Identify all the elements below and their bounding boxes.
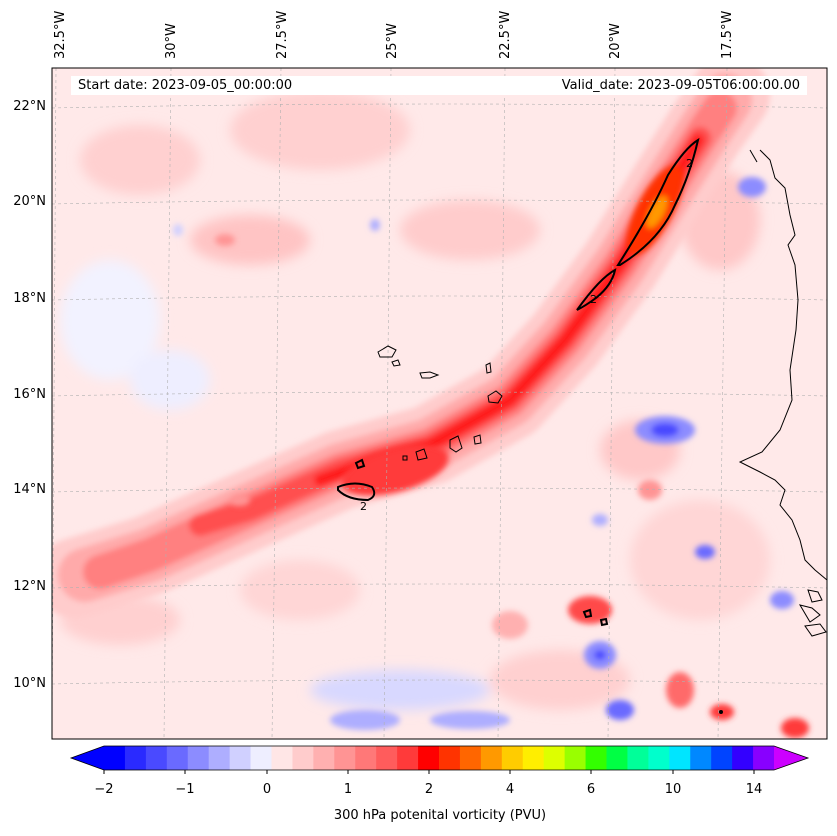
graticule	[52, 68, 827, 739]
coastline	[738, 149, 827, 581]
colorbar-swatch	[522, 746, 545, 770]
colorbar	[69, 745, 810, 774]
colorbar-tick: −1	[175, 782, 195, 797]
colorbar-tick: 6	[586, 782, 596, 797]
colorbar-tick: 0	[262, 782, 272, 797]
colorbar-swatch	[292, 746, 314, 770]
start-date: Start date: 2023-09-05_00:00:00	[78, 78, 293, 93]
colorbar-swatch	[376, 746, 398, 770]
colorbar-swatch	[606, 746, 629, 770]
colorbar-swatch	[459, 746, 482, 770]
lat-label: 10°N	[13, 676, 46, 691]
cape-verde-islands	[377, 345, 503, 461]
colorbar-swatch	[711, 746, 733, 770]
colorbar-swatch	[187, 746, 210, 770]
map-frame	[51, 67, 828, 740]
lon-label: 25°W	[385, 23, 400, 59]
colorbar-swatch	[397, 746, 419, 770]
lat-label: 14°N	[13, 482, 46, 497]
colorbar-swatch	[564, 746, 587, 770]
colorbar-tick: 2	[424, 782, 434, 797]
colorbar-swatch	[313, 746, 335, 770]
colorbar-extend-min	[71, 746, 104, 770]
colorbar-swatch	[418, 746, 440, 770]
colorbar-extend-max	[774, 746, 808, 770]
contour-label: 2	[686, 157, 693, 170]
lon-label: 20°W	[608, 23, 623, 59]
colorbar-label: 300 hPa potenital vorticity (PVU)	[333, 808, 547, 823]
colorbar-swatch	[229, 746, 252, 770]
colorbar-swatch	[104, 746, 126, 770]
date-info-box: Start date: 2023-09-05_00:00:00 Valid_da…	[71, 76, 807, 95]
lon-label: 17.5°W	[720, 10, 735, 59]
colorbar-swatch	[543, 746, 566, 770]
colorbar-swatch	[480, 746, 503, 770]
colorbar-swatch	[439, 746, 461, 770]
colorbar-swatch	[166, 746, 189, 770]
lat-label: 18°N	[13, 291, 46, 306]
lat-label: 16°N	[13, 387, 46, 402]
colorbar-swatch	[627, 746, 649, 770]
lon-label: 22.5°W	[498, 10, 513, 59]
contour-label: 2	[360, 500, 367, 513]
colorbar-swatch	[690, 746, 712, 770]
pv-field	[52, 68, 827, 739]
colorbar-tick: 1	[343, 782, 353, 797]
colorbar-swatch	[334, 746, 356, 770]
lat-label: 12°N	[13, 579, 46, 594]
lon-label: 32.5°W	[53, 10, 68, 59]
contour-label: 2	[590, 293, 597, 306]
colorbar-swatch	[271, 746, 294, 770]
lon-label: 30°W	[164, 23, 179, 59]
colorbar-tick: 14	[745, 782, 763, 797]
colorbar-swatch	[669, 746, 691, 770]
colorbar-swatch	[124, 746, 147, 770]
colorbar-swatch	[753, 746, 775, 770]
colorbar-swatch	[501, 746, 524, 770]
lon-label: 27.5°W	[275, 10, 290, 59]
colorbar-swatch	[585, 746, 608, 770]
colorbar-tick: 10	[664, 782, 682, 797]
valid-date: Valid_date: 2023-09-05T06:00:00.00	[561, 78, 800, 93]
pv-2-contour	[337, 137, 700, 627]
colorbar-tick: 4	[505, 782, 515, 797]
colorbar-swatch	[732, 746, 754, 770]
colorbar-swatch	[250, 746, 273, 770]
colorbar-swatch	[648, 746, 670, 770]
lat-label: 20°N	[13, 194, 46, 209]
colorbar-swatch	[208, 746, 231, 770]
colorbar-swatch	[355, 746, 377, 770]
lat-label: 22°N	[13, 99, 46, 114]
colorbar-tick: −2	[94, 782, 114, 797]
colorbar-swatch	[145, 746, 168, 770]
